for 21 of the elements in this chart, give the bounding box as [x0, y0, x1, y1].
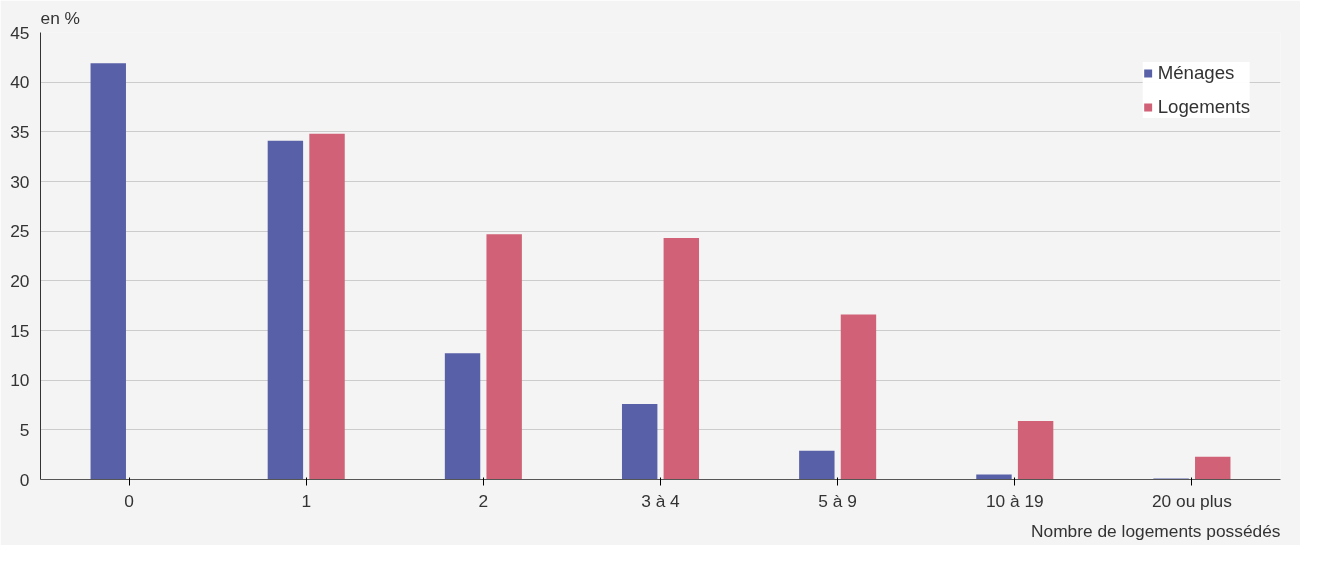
y-tick-label: 20	[10, 270, 30, 291]
x-tick-label: 1	[301, 490, 312, 511]
x-tick-label: 0	[124, 490, 134, 511]
y-tick-label: 15	[10, 320, 30, 341]
y-tick-label: 30	[10, 171, 30, 192]
x-tick-label: 3 à 4	[641, 490, 681, 511]
x-tick-label: 20 ou plus	[1151, 490, 1233, 511]
y-tick-label: 10	[10, 370, 30, 391]
x-tick-label: 5 à 9	[818, 490, 857, 511]
y-tick-label: 25	[10, 221, 30, 242]
y-tick-label: 0	[19, 469, 30, 490]
y-tick-label: 45	[10, 22, 30, 43]
legend-label: Ménages	[1157, 62, 1235, 84]
x-axis-title: Nombre de logements possédés	[1031, 520, 1281, 541]
x-tick-label: 2	[478, 490, 489, 511]
y-tick-label: 35	[10, 121, 30, 142]
legend-label: Logements	[1157, 96, 1250, 118]
x-tick-label: 10 à 19	[985, 490, 1044, 511]
y-axis-title: en %	[40, 7, 80, 28]
y-tick-label: 5	[19, 419, 30, 440]
y-tick-label: 40	[10, 72, 30, 93]
